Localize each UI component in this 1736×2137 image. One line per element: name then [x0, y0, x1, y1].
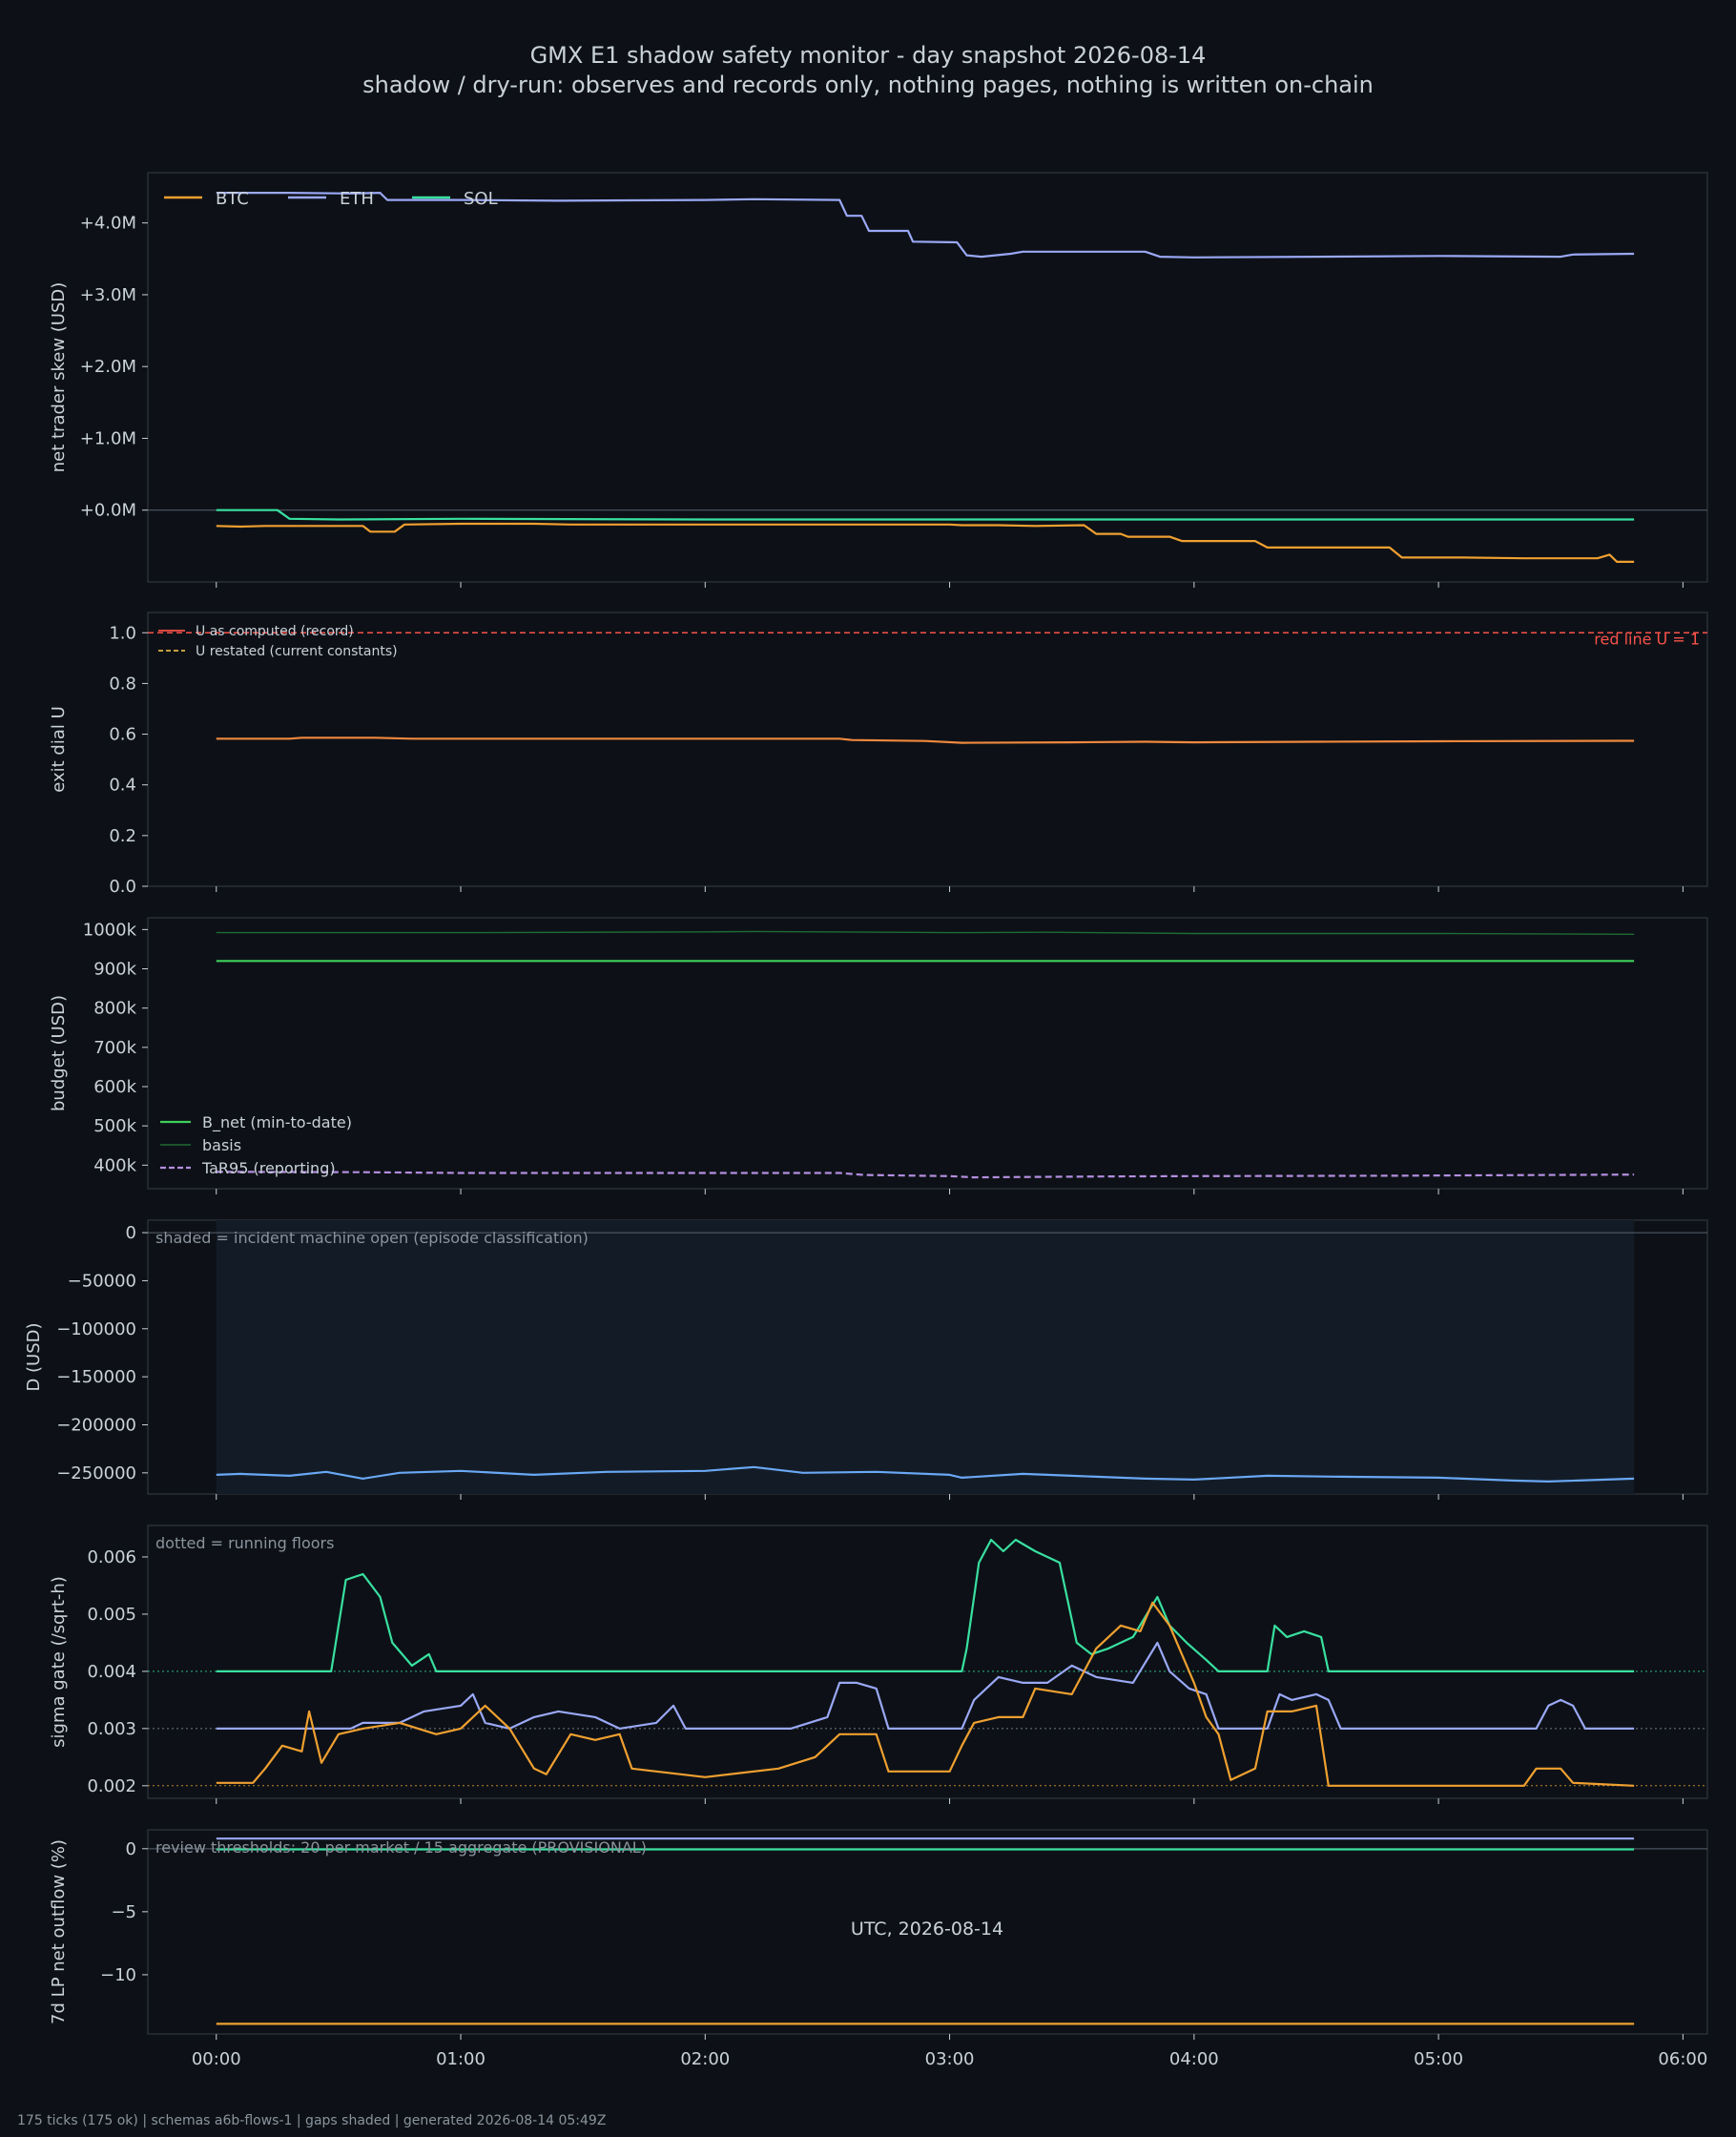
y-tick-label: −250000	[56, 1463, 136, 1483]
legend-label-eth: ETH	[340, 189, 374, 209]
y-tick-label: 0.006	[87, 1547, 136, 1567]
y-tick-label: +2.0M	[80, 357, 136, 377]
panel-frame	[147, 1829, 1708, 2035]
panel-annotation: shaded = incident machine open (episode …	[155, 1229, 589, 1247]
legend-label-sol: SOL	[464, 189, 498, 209]
y-tick-label: 0.0	[109, 877, 136, 897]
y-tick-label: +4.0M	[80, 214, 136, 234]
legend-label-tar95-reporting: TaR95 (reporting)	[201, 1159, 336, 1177]
x-tick-label: 03:00	[925, 2049, 975, 2069]
y-tick-label: −100000	[56, 1319, 136, 1339]
legend-label-b-net-min-to-date: B_net (min-to-date)	[202, 1113, 352, 1132]
y-tick-label: 600k	[93, 1077, 136, 1097]
y-tick-label: 0.4	[109, 776, 136, 796]
y-tick-label: 900k	[93, 960, 136, 980]
series-btc-line	[216, 522, 1635, 564]
y-axis-label: 7d LP net outflow (%)	[49, 1839, 69, 2024]
y-axis-label: D (USD)	[24, 1322, 44, 1391]
y-tick-label: 0.8	[109, 674, 136, 694]
x-tick-label: 02:00	[680, 2049, 730, 2069]
chart-subtitle: shadow / dry-run: observes and records o…	[362, 72, 1374, 98]
x-tick-label: 06:00	[1658, 2049, 1707, 2069]
series-sol-line	[216, 508, 1635, 521]
red-line-annotation: red line U = 1	[1594, 630, 1700, 648]
series-btc-line	[216, 1601, 1635, 1787]
y-axis-label: budget (USD)	[49, 995, 69, 1111]
incident-shade	[216, 1220, 1635, 1494]
y-tick-label: +1.0M	[80, 428, 136, 448]
y-tick-label: 700k	[93, 1038, 136, 1058]
y-tick-label: 400k	[93, 1155, 136, 1175]
legend-label-u-as-computed-record: U as computed (record)	[196, 624, 354, 639]
y-tick-label: 500k	[93, 1116, 136, 1136]
series-d-line	[216, 1465, 1635, 1483]
legend-label-btc: BTC	[216, 189, 249, 209]
y-axis-label: exit dial U	[49, 706, 69, 793]
panel-skew: +0.0M +1.0M +2.0M +3.0M +4.0M net trader skew…	[49, 172, 1708, 588]
y-tick-label: −50000	[68, 1271, 136, 1291]
panel-frame	[147, 612, 1708, 887]
y-axis-label: sigma gate (/sqrt-h)	[49, 1576, 69, 1748]
series-basis-line	[216, 930, 1635, 935]
y-tick-label: 0.6	[109, 725, 136, 745]
y-tick-label: 0	[126, 1223, 136, 1243]
panel-sigma-gate: 0.002 0.003 0.004 0.005 0.006 sigma gate (/sq…	[49, 1525, 1708, 1804]
panel-lp-outflow: −10 −5 0 7d LP net outflow (%) review thresh…	[49, 1829, 1708, 2069]
legend-label-u-restated-current-constants: U restated (current constants)	[196, 644, 398, 659]
panel-annotation: review thresholds: 20 per market / 15 ag…	[155, 1838, 647, 1857]
y-tick-label: 0.005	[87, 1605, 136, 1625]
y-axis-label: net trader skew (USD)	[49, 282, 69, 473]
y-tick-label: 0.2	[109, 826, 136, 846]
x-tick-label: 05:00	[1414, 2049, 1463, 2069]
panel-frame	[147, 917, 1708, 1190]
y-tick-label: −10	[100, 1965, 136, 1985]
x-tick-label: 04:00	[1169, 2049, 1219, 2069]
y-tick-label: 0.003	[87, 1719, 136, 1739]
y-tick-label: +3.0M	[80, 285, 136, 305]
x-tick-label: 01:00	[436, 2049, 486, 2069]
panel-d-usd: 0 −50000 −100000 −150000 −200000 −250000 D (US…	[24, 1219, 1708, 1500]
panel-exit-dial: 0.0 0.2 0.4 0.6 0.8 1.0 exit dial U red line U …	[49, 612, 1708, 897]
y-tick-label: +0.0M	[80, 501, 136, 521]
footer-status: 175 ticks (175 ok) | schemas a6b-flows-1…	[17, 2113, 606, 2128]
series-tar95-reporting-line	[216, 1171, 1635, 1179]
y-tick-label: 0.002	[87, 1776, 136, 1796]
panel-frame	[147, 172, 1708, 583]
y-tick-label: −150000	[56, 1367, 136, 1387]
panel-frame	[147, 1525, 1708, 1799]
series-u-as-computed-record-line	[216, 737, 1635, 744]
y-tick-label: 0	[126, 1839, 136, 1859]
y-tick-label: 800k	[93, 999, 136, 1019]
series-sol-line	[216, 1538, 1635, 1673]
x-axis-label: UTC, 2026-08-14	[851, 1919, 1003, 1940]
legend-label-basis: basis	[202, 1136, 241, 1154]
y-tick-label: 0.004	[87, 1662, 136, 1682]
chart-title: GMX E1 shadow safety monitor - day snaps…	[530, 42, 1207, 69]
x-tick-label: 00:00	[192, 2049, 241, 2069]
y-tick-label: −5	[111, 1902, 136, 1922]
panel-annotation: dotted = running floors	[155, 1534, 334, 1552]
y-tick-label: 1000k	[83, 920, 137, 940]
y-tick-label: −200000	[56, 1415, 136, 1435]
series-eth-line	[216, 1641, 1635, 1731]
series-eth-line	[216, 192, 1635, 259]
y-tick-label: 1.0	[109, 623, 136, 643]
panel-budget: 400k 500k 600k 700k 800k 900k 1000k budget (USD…	[49, 917, 1708, 1194]
